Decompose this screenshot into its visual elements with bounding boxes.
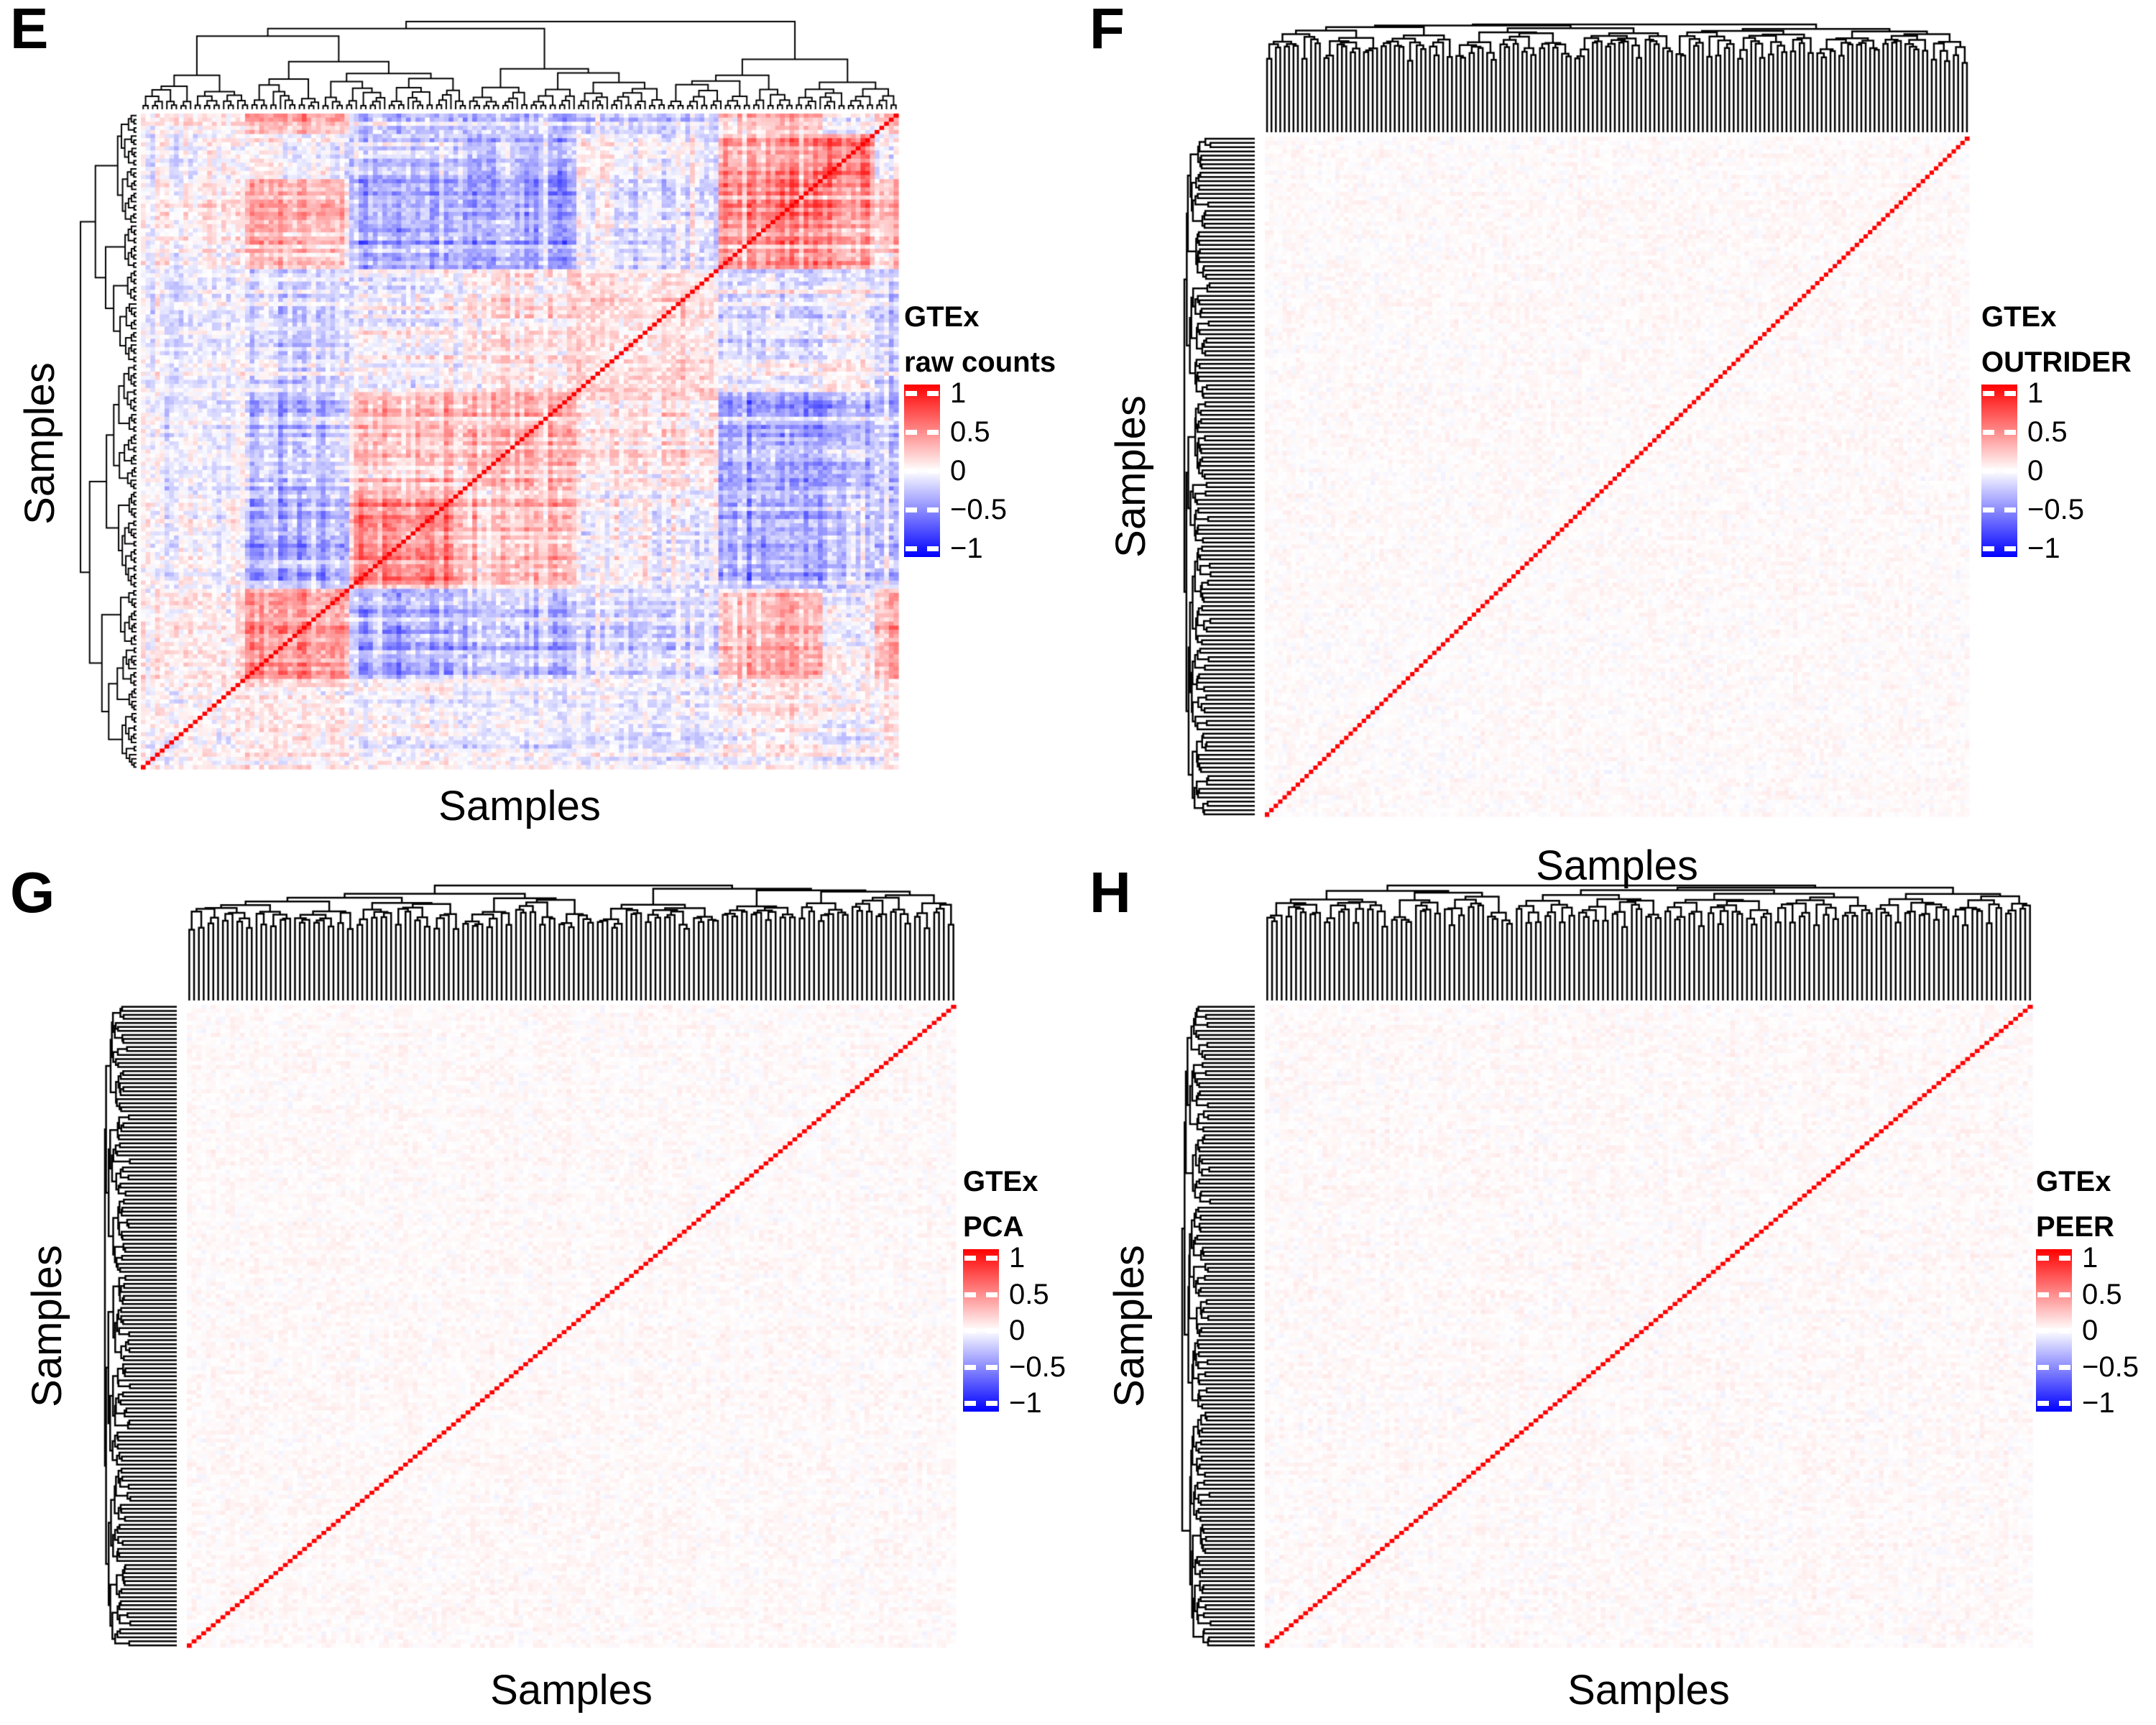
colorbar-tick-mark	[986, 1401, 998, 1406]
colorbar-tick-mark	[2037, 1292, 2049, 1297]
colorbar-tick-mark	[986, 1256, 998, 1261]
colorbar-tick-label: 0.5	[1009, 1278, 1049, 1310]
legend-title-line1: GTEx	[904, 301, 980, 333]
legend-title-line1: GTEx	[2036, 1166, 2111, 1197]
colorbar-tick-mark	[2004, 546, 2016, 551]
colorbar-tick-label: 0	[950, 455, 967, 487]
colorbar-tick-mark	[906, 507, 917, 512]
colorbar-tick-mark	[2059, 1364, 2070, 1370]
colorbar-tick-label: 0	[2027, 455, 2044, 487]
colorbar-tick-mark	[2037, 1256, 2049, 1261]
colorbar-tick-mark	[906, 546, 917, 551]
colorbar-tick-mark	[2004, 507, 2016, 512]
colorbar-tick-label: −1	[950, 533, 983, 564]
y-axis-label: Samples	[1106, 1245, 1153, 1407]
colorbar-tick-mark	[1983, 430, 1994, 435]
colorbar-tick-label: −1	[2082, 1387, 2115, 1419]
legend-title-line1: GTEx	[963, 1166, 1038, 1197]
colorbar-tick-label: 0	[1009, 1315, 1026, 1346]
colorbar-tick-label: −0.5	[2082, 1351, 2139, 1383]
legend-title-line1: GTEx	[1981, 301, 2057, 333]
colorbar-tick-mark	[2037, 1328, 2049, 1333]
colorbar-tick-label: 1	[2027, 377, 2044, 409]
colorbar-tick-mark	[1983, 391, 1994, 396]
colorbar-tick-mark	[2037, 1364, 2049, 1370]
colorbar-tick-mark	[1983, 469, 1994, 474]
colorbar-tick-mark	[964, 1256, 976, 1261]
colorbar-tick-mark	[2004, 391, 2016, 396]
colorbar-tick-label: 0.5	[950, 416, 990, 448]
panel-letter: G	[10, 860, 55, 924]
x-axis-label: Samples	[1536, 842, 1698, 889]
colorbar-tick-mark	[964, 1292, 976, 1297]
panel-G: G Samples Samples GTEx PCA 1 0.5 0 −0.5 −1	[0, 0, 1066, 1711]
y-axis-label: Samples	[17, 362, 63, 525]
legend-title-line2: raw counts	[904, 346, 1056, 378]
colorbar-tick-label: 1	[1009, 1242, 1026, 1274]
colorbar-tick-mark	[1983, 546, 1994, 551]
panel-letter: E	[10, 0, 49, 60]
colorbar-tick-mark	[964, 1328, 976, 1333]
colorbar-tick-mark	[927, 391, 939, 396]
panel-E: E Samples Samples GTEx raw counts 1 0.5 0 −…	[0, 0, 1078, 862]
y-axis-label: Samples	[1107, 395, 1154, 558]
colorbar-tick-mark	[986, 1364, 998, 1370]
colorbar-tick-label: 1	[950, 377, 967, 409]
colorbar-tick-mark	[906, 469, 917, 474]
colorbar-tick-label: −0.5	[950, 494, 1007, 525]
legend-title-line2: PCA	[963, 1211, 1024, 1243]
colorbar-tick-mark	[1983, 507, 1994, 512]
colorbar-tick-label: −1	[2027, 533, 2060, 564]
colorbar-tick-mark	[927, 430, 939, 435]
colorbar-tick-mark	[906, 430, 917, 435]
x-axis-label: Samples	[438, 783, 601, 829]
colorbar-tick-label: −1	[1009, 1387, 1042, 1419]
colorbar-tick-mark	[2037, 1401, 2049, 1406]
panel-letter: H	[1089, 860, 1131, 924]
colorbar-tick-mark	[2059, 1292, 2070, 1297]
colorbar-tick-label: 0.5	[2082, 1278, 2122, 1310]
panel-letter: F	[1089, 0, 1125, 60]
colorbar-tick-label: 0.5	[2027, 416, 2068, 448]
colorbar-tick-label: −0.5	[2027, 494, 2084, 525]
x-axis-label: Samples	[490, 1667, 653, 1714]
colorbar-tick-mark	[986, 1328, 998, 1333]
colorbar-tick-label: 0	[2082, 1315, 2099, 1346]
colorbar-tick-mark	[2004, 469, 2016, 474]
colorbar-tick-mark	[927, 507, 939, 512]
colorbar-tick-mark	[2059, 1256, 2070, 1261]
colorbar-tick-mark	[2004, 430, 2016, 435]
y-axis-label: Samples	[24, 1245, 70, 1407]
colorbar-tick-mark	[986, 1292, 998, 1297]
colorbar-tick-mark	[2059, 1328, 2070, 1333]
colorbar-tick-mark	[927, 546, 939, 551]
colorbar-tick-mark	[964, 1401, 976, 1406]
colorbar-tick-mark	[927, 469, 939, 474]
x-axis-label: Samples	[1567, 1667, 1730, 1714]
colorbar-tick-mark	[906, 391, 917, 396]
colorbar-tick-mark	[964, 1364, 976, 1370]
legend-title-line2: OUTRIDER	[1981, 346, 2132, 378]
legend-title-line2: PEER	[2036, 1211, 2114, 1243]
colorbar-tick-mark	[2059, 1401, 2070, 1406]
panel-F: F Samples Samples GTEx OUTRIDER 1 0.5 0 −0.…	[0, 0, 2132, 887]
colorbar-tick-label: −0.5	[1009, 1351, 1066, 1383]
colorbar-tick-label: 1	[2082, 1242, 2099, 1274]
